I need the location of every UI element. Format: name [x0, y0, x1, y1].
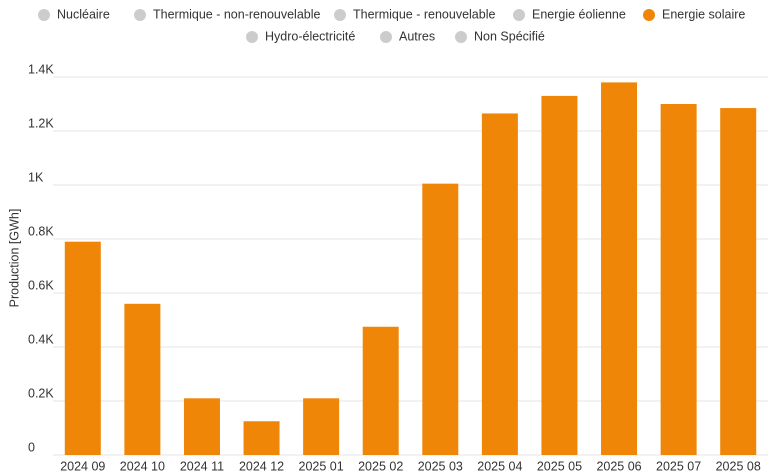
legend-label[interactable]: Energie éolienne — [532, 7, 626, 21]
legend-marker[interactable] — [134, 9, 146, 21]
x-tick-label: 2025 08 — [716, 459, 761, 473]
bar — [183, 398, 220, 455]
bar — [303, 398, 340, 455]
x-tick-label: 2024 11 — [180, 459, 224, 473]
x-tick-label: 2024 12 — [239, 459, 284, 473]
x-tick-label: 2025 02 — [358, 459, 403, 473]
x-tick-label: 2025 01 — [299, 459, 344, 473]
legend-marker[interactable] — [246, 31, 258, 43]
y-axis-title: Production [GWh] — [7, 209, 21, 308]
y-tick-label: 1K — [28, 170, 44, 184]
x-tick-label: 2025 04 — [477, 459, 522, 473]
bar — [243, 421, 280, 455]
legend-marker[interactable] — [334, 9, 346, 21]
y-tick-label: 0.6K — [28, 278, 54, 292]
bar — [124, 303, 161, 455]
y-tick-label: 1.2K — [28, 116, 54, 130]
legend-marker[interactable] — [513, 9, 525, 21]
x-tick-label: 2025 05 — [537, 459, 582, 473]
legend-marker[interactable] — [380, 31, 392, 43]
bar — [541, 95, 578, 456]
legend-label[interactable]: Nucléaire — [57, 7, 110, 21]
x-tick-label: 2024 10 — [120, 459, 165, 473]
bar — [601, 82, 638, 456]
bar — [720, 108, 757, 456]
legend-label[interactable]: Non Spécifié — [474, 29, 545, 43]
x-tick-label: 2025 07 — [656, 459, 701, 473]
legend-marker[interactable] — [38, 9, 50, 21]
legend-label[interactable]: Energie solaire — [662, 7, 745, 21]
y-tick-label: 1.4K — [28, 62, 54, 76]
legend-label[interactable]: Autres — [399, 29, 435, 43]
legend-label[interactable]: Hydro-électricité — [265, 29, 355, 43]
bar — [422, 183, 459, 455]
y-tick-label: 0.8K — [28, 224, 54, 238]
x-tick-label: 2025 03 — [418, 459, 463, 473]
legend-label[interactable]: Thermique - renouvelable — [353, 7, 495, 21]
bar — [362, 326, 399, 455]
bar — [481, 113, 518, 455]
y-tick-label: 0.2K — [28, 386, 54, 400]
legend-marker[interactable] — [455, 31, 467, 43]
x-tick-label: 2025 06 — [596, 459, 641, 473]
legend-label[interactable]: Thermique - non-renouvelable — [153, 7, 321, 21]
bar — [64, 241, 101, 455]
y-tick-label: 0 — [28, 440, 35, 454]
x-tick-label: 2024 09 — [60, 459, 105, 473]
legend-marker[interactable] — [643, 9, 655, 21]
y-tick-label: 0.4K — [28, 332, 54, 346]
bar — [660, 104, 697, 455]
